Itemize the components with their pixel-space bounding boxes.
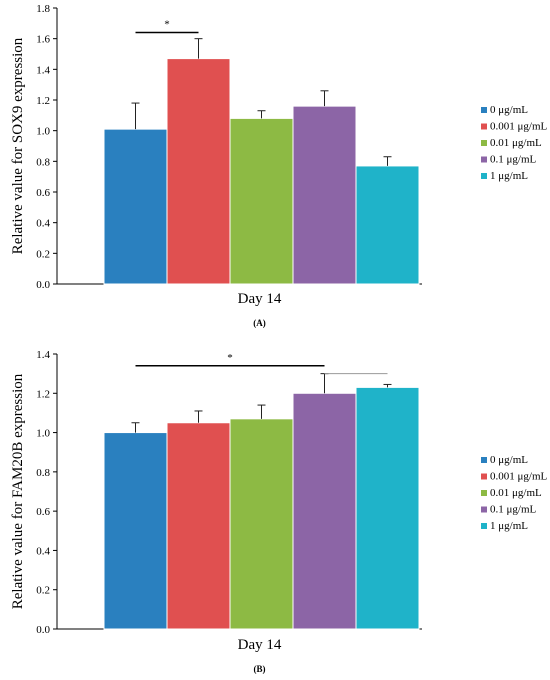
panel-2-legend-swatch-3	[481, 490, 487, 496]
panel-2-bar-2	[166, 422, 231, 630]
panel-1-bar-1	[103, 128, 168, 285]
panel-2-bar-4	[292, 392, 357, 630]
panel-2-label: (B)	[254, 664, 266, 674]
panel-2-bar-3	[229, 418, 294, 630]
panel-1-legend-swatch-4	[481, 156, 487, 163]
panel-1-y-tick-label: 1.6	[36, 34, 50, 46]
panel-2-x-category-label: Day 14	[238, 637, 282, 653]
panel-2-y-tick-label: 0.0	[36, 624, 50, 636]
panel-2-y-axis-title: Relative value for FAM20B expression	[10, 373, 26, 609]
panel-1-legend-swatch-3	[481, 140, 487, 146]
panel-2-legend-label-1: 0 μg/mL	[490, 454, 528, 466]
panel-2-legend-swatch-2	[481, 473, 487, 480]
panel-2-y-tick-label: 1.2	[36, 388, 50, 400]
panel-1-y-tick-label: 0.6	[36, 187, 50, 199]
panel-1-y-tick-label: 0.8	[36, 156, 50, 168]
panel-1-legend-label-2: 0.001 μg/mL	[490, 121, 548, 133]
panel-1-y-tick-label: 0.0	[36, 279, 50, 291]
panel-1-legend-label-1: 0 μg/mL	[490, 104, 528, 116]
panel-1-significance-label-1: *	[164, 19, 170, 31]
panel-1-legend-swatch-2	[481, 123, 487, 130]
panel-1-y-tick-label: 1.4	[36, 64, 50, 76]
panel-2-bar-5	[355, 386, 420, 630]
panel-2-y-tick-label: 0.2	[36, 585, 50, 597]
panel-2-legend-swatch-1	[481, 457, 487, 463]
panel-1-bar-4	[292, 105, 357, 285]
panel-2-y-tick-label: 1.0	[36, 428, 50, 440]
panel-1-legend-swatch-1	[481, 107, 487, 113]
panel-1-bar-2	[166, 58, 231, 285]
panel-1-legend-label-3: 0.01 μg/mL	[490, 137, 542, 149]
panel-1-bar-3	[229, 117, 294, 285]
panel-2-y-tick-label: 0.8	[36, 467, 50, 479]
panel-1-y-axis-title: Relative value for SOX9 expression	[10, 37, 26, 254]
panel-2-significance-label-1: *	[227, 352, 233, 364]
panel-1-legend-label-5: 1 μg/mL	[490, 170, 528, 182]
panel-1-label: (A)	[253, 318, 266, 328]
panel-1-x-category-label: Day 14	[238, 291, 282, 307]
panel-2-legend-label-4: 0.1 μg/mL	[490, 504, 537, 516]
panel-2-legend-label-3: 0.01 μg/mL	[490, 487, 542, 499]
panel-2-y-tick-label: 1.4	[36, 349, 50, 361]
panel-1-y-tick-label: 1.8	[36, 3, 50, 15]
panel-1-y-tick-label: 1.2	[36, 95, 50, 107]
panel-1-y-tick-label: 1.0	[36, 126, 50, 138]
panel-1-y-tick-label: 0.4	[36, 218, 50, 230]
panel-2-legend-label-2: 0.001 μg/mL	[490, 471, 548, 483]
panel-2-legend-swatch-4	[481, 506, 487, 513]
panel-2-bar-1	[103, 432, 168, 630]
panel-2-y-tick-label: 0.6	[36, 506, 50, 518]
panel-1-y-tick-label: 0.2	[36, 248, 50, 260]
panel-2-legend-label-5: 1 μg/mL	[490, 520, 528, 532]
panel-1-legend-label-4: 0.1 μg/mL	[490, 154, 537, 166]
panel-2-y-tick-label: 0.4	[36, 545, 50, 557]
panel-2-legend-swatch-5	[481, 523, 487, 529]
panel-1-legend-swatch-5	[481, 173, 487, 179]
panel-1-bar-5	[355, 165, 420, 285]
